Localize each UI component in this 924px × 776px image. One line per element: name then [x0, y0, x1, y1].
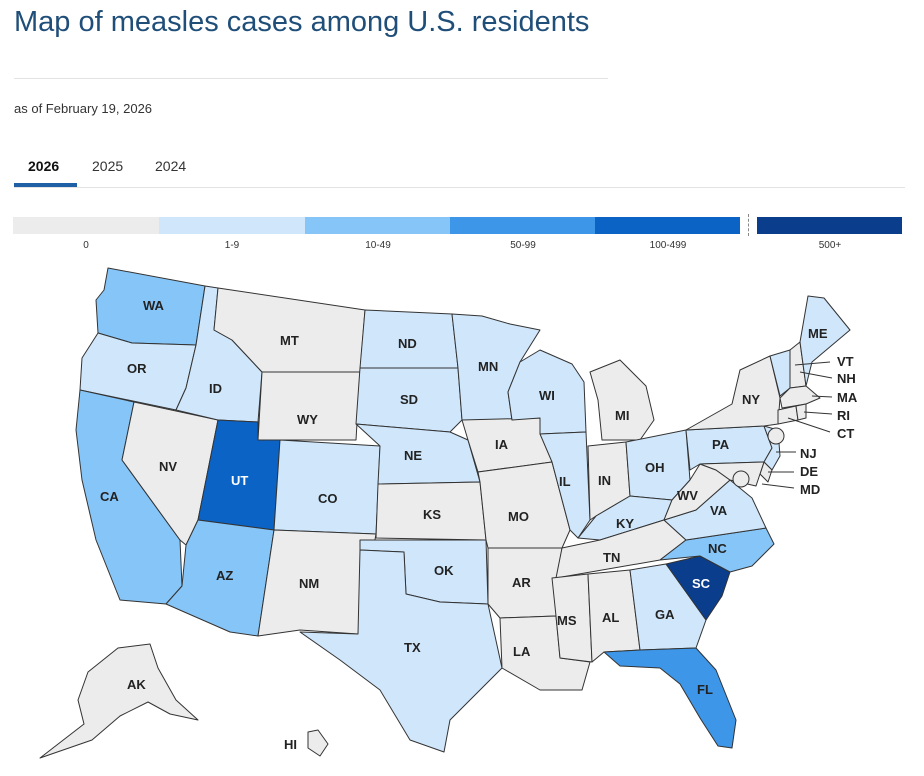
label-mt: MT: [280, 333, 299, 348]
as-of-date: as of February 19, 2026: [14, 101, 153, 116]
label-oh: OH: [645, 460, 665, 475]
label-ar: AR: [512, 575, 531, 590]
label-nm: NM: [299, 576, 319, 591]
label-nd: ND: [398, 336, 417, 351]
state-ms[interactable]: [551, 573, 593, 663]
legend-label-1-9: 1-9: [224, 240, 240, 251]
legend-label-50-99: 50-99: [510, 240, 536, 251]
label-mn: MN: [478, 359, 498, 374]
state-sc[interactable]: [665, 555, 731, 621]
label-va: VA: [710, 503, 728, 518]
year-tabs: 2026 2025 2024: [14, 150, 905, 188]
label-nj: NJ: [800, 446, 817, 461]
label-ky: KY: [616, 516, 634, 531]
label-me: ME: [808, 326, 828, 341]
label-pa: PA: [712, 437, 730, 452]
label-id: ID: [209, 381, 222, 396]
page-title: Map of measles cases among U.S. resident…: [14, 6, 590, 38]
label-de: DE: [800, 464, 818, 479]
state-ma[interactable]: [779, 385, 821, 409]
label-nc: NC: [708, 541, 727, 556]
legend-separator: [748, 214, 749, 236]
state-fl[interactable]: [603, 647, 737, 749]
marker-dc: [732, 470, 750, 488]
label-hi: HI: [284, 737, 297, 752]
tab-2024[interactable]: 2024: [155, 158, 187, 174]
title-divider: [14, 78, 608, 79]
label-ca: CA: [100, 489, 119, 504]
label-wi: WI: [539, 388, 555, 403]
label-ne: NE: [404, 448, 422, 463]
label-ok: OK: [434, 563, 454, 578]
label-nh: NH: [837, 371, 856, 386]
label-or: OR: [127, 361, 147, 376]
label-fl: FL: [697, 682, 713, 697]
state-hi[interactable]: [307, 729, 329, 757]
label-la: LA: [513, 644, 531, 659]
state-ct[interactable]: [777, 405, 799, 425]
label-co: CO: [318, 491, 338, 506]
tab-2025[interactable]: 2025: [92, 158, 124, 174]
tabs-divider: [14, 187, 905, 188]
state-tx[interactable]: [299, 549, 503, 753]
state-ny[interactable]: [685, 355, 781, 431]
label-mo: MO: [508, 509, 529, 524]
state-wy[interactable]: [257, 371, 361, 441]
state-ga[interactable]: [629, 563, 707, 651]
label-ma: MA: [837, 390, 858, 405]
state-mi[interactable]: [589, 359, 655, 441]
state-co[interactable]: [273, 439, 381, 535]
label-az: AZ: [216, 568, 233, 583]
state-ak[interactable]: [39, 643, 199, 759]
label-md: MD: [800, 482, 820, 497]
label-sd: SD: [400, 392, 418, 407]
us-map: WA OR CA NV ID MT WY UT AZ CO NM ND SD N…: [39, 267, 858, 759]
label-ms: MS: [557, 613, 577, 628]
state-nm[interactable]: [257, 529, 377, 637]
active-tab-indicator: [14, 183, 77, 187]
legend-label-500plus: 500+: [818, 240, 842, 251]
label-tn: TN: [603, 550, 620, 565]
label-al: AL: [602, 610, 619, 625]
label-ia: IA: [495, 437, 509, 452]
label-wa: WA: [143, 298, 165, 313]
state-sd[interactable]: [355, 367, 463, 433]
label-mi: MI: [615, 408, 629, 423]
legend-label-100-499: 100-499: [649, 240, 687, 251]
label-ut: UT: [231, 473, 248, 488]
callout-leaders: [761, 361, 833, 489]
label-tx: TX: [404, 640, 421, 655]
legend-swatch-1-9: [159, 217, 305, 234]
label-ct: CT: [837, 426, 854, 441]
label-nv: NV: [159, 459, 177, 474]
label-ny: NY: [742, 392, 760, 407]
label-vt: VT: [837, 354, 854, 369]
label-ri: RI: [837, 408, 850, 423]
label-wy: WY: [297, 412, 318, 427]
label-sc: SC: [692, 576, 711, 591]
legend-swatch-0: [13, 217, 159, 234]
legend-swatch-10-49: [305, 217, 450, 234]
state-ri[interactable]: [795, 403, 807, 421]
marker-nyc: [767, 427, 785, 445]
legend-label-0: 0: [83, 240, 89, 251]
label-il: IL: [559, 474, 571, 489]
label-ga: GA: [655, 607, 675, 622]
label-in: IN: [598, 473, 611, 488]
label-ak: AK: [127, 677, 146, 692]
legend-swatch-50-99: [450, 217, 595, 234]
legend-label-10-49: 10-49: [365, 240, 391, 251]
label-ks: KS: [423, 507, 441, 522]
label-wv: WV: [677, 488, 698, 503]
legend-swatch-500plus: [757, 217, 902, 234]
legend-swatch-100-499: [595, 217, 740, 234]
tab-2026[interactable]: 2026: [28, 158, 60, 174]
